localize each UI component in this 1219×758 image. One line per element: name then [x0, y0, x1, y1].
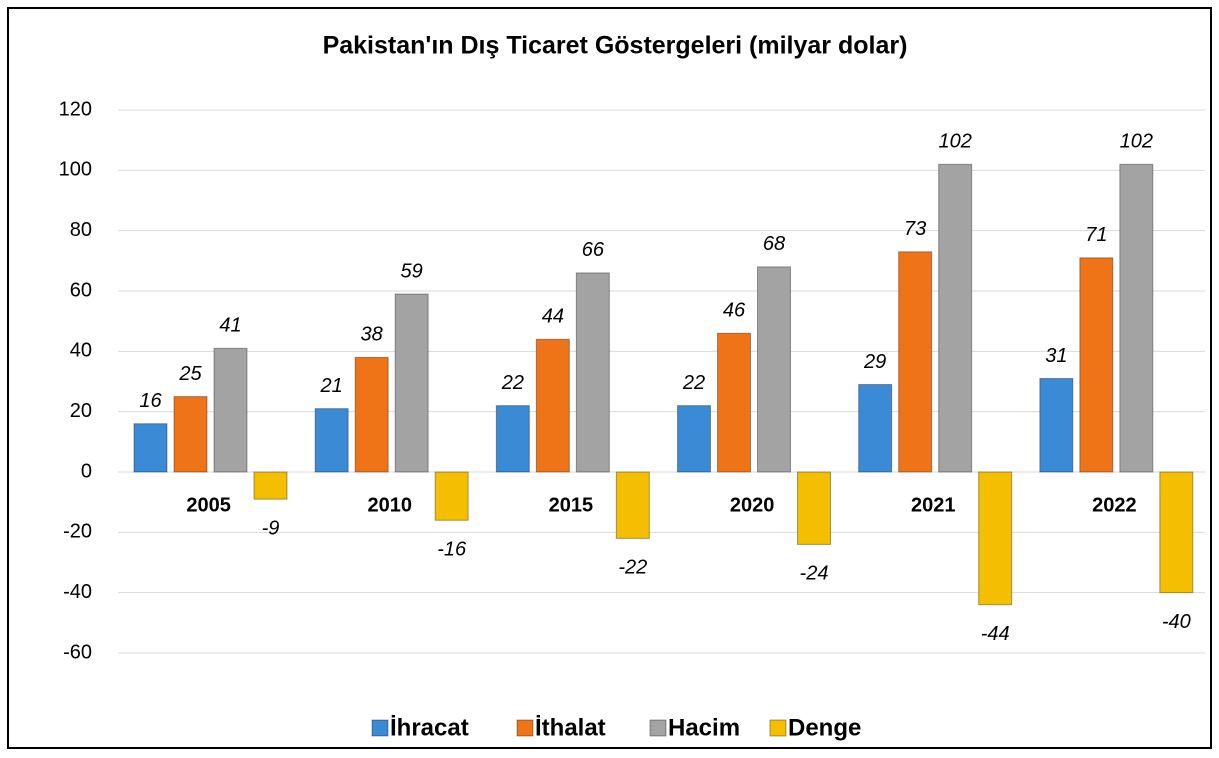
y-tick-label: 120	[59, 98, 92, 120]
value-label: 25	[178, 363, 202, 385]
value-label: -22	[618, 557, 647, 579]
value-label: 29	[863, 351, 886, 373]
bar	[535, 338, 570, 473]
legend-marker	[769, 719, 787, 737]
x-tick-label: 2021	[911, 494, 956, 516]
bar	[938, 163, 973, 473]
bar	[717, 332, 751, 473]
value-label: -44	[981, 623, 1010, 645]
bar	[797, 471, 831, 545]
bar	[133, 423, 168, 473]
y-tick-label: -60	[63, 641, 92, 663]
y-tick-label: -40	[63, 581, 92, 603]
value-label: -24	[800, 563, 829, 585]
value-label: 22	[501, 372, 524, 394]
value-label: -40	[1162, 611, 1191, 633]
y-tick-label: 0	[81, 460, 92, 482]
y-tick-label: 60	[70, 279, 92, 301]
chart-frame	[7, 7, 1212, 749]
x-tick-label: 2022	[1092, 494, 1137, 516]
legend-label: Hacim	[668, 714, 740, 741]
bar	[434, 471, 469, 521]
value-label: 102	[1120, 131, 1153, 153]
value-label: 31	[1045, 345, 1067, 367]
bar	[1039, 377, 1074, 473]
y-tick-label: 40	[70, 340, 92, 362]
x-tick-label: 2020	[730, 494, 775, 516]
legend-marker	[516, 719, 534, 737]
value-label: 46	[723, 300, 746, 322]
bar	[1079, 257, 1114, 473]
bar	[1119, 163, 1154, 473]
value-label: 38	[361, 324, 383, 346]
y-tick-label: 80	[70, 219, 92, 241]
chart-title: Pakistan'ın Dış Ticaret Göstergeleri (mi…	[323, 32, 908, 60]
value-label: 21	[320, 375, 343, 397]
value-label: 66	[582, 239, 605, 261]
legend-label: İhracat	[390, 714, 469, 741]
x-tick-label: 2015	[549, 494, 594, 516]
value-label: -9	[262, 517, 280, 539]
bar	[615, 471, 650, 539]
bar	[858, 384, 893, 473]
bar	[173, 396, 208, 473]
x-tick-label: 2005	[186, 494, 231, 516]
value-label: 16	[139, 390, 162, 412]
value-label: 68	[763, 233, 785, 255]
y-tick-label: -20	[63, 521, 92, 543]
bar	[1159, 471, 1194, 594]
value-label: 22	[682, 372, 705, 394]
legend-label: Denge	[788, 714, 861, 741]
bar	[898, 251, 933, 473]
legend-marker	[371, 719, 389, 737]
legend-label: İthalat	[535, 714, 606, 741]
value-label: 44	[542, 306, 564, 328]
x-tick-label: 2010	[368, 494, 413, 516]
bar	[495, 405, 530, 473]
bar	[394, 293, 429, 473]
bar	[677, 405, 711, 473]
bar	[253, 471, 288, 500]
legend-marker	[649, 719, 667, 737]
bar	[314, 408, 349, 473]
value-label: 71	[1085, 224, 1107, 246]
value-label: 41	[219, 315, 241, 337]
bar	[978, 471, 1013, 606]
y-tick-label: 100	[59, 159, 92, 181]
bar	[213, 347, 248, 473]
value-label: 73	[904, 218, 926, 240]
bar	[354, 356, 389, 473]
bar	[575, 272, 610, 473]
value-label: -16	[437, 539, 467, 561]
value-label: 59	[401, 260, 423, 282]
y-tick-label: 20	[70, 400, 92, 422]
value-label: 102	[938, 131, 971, 153]
bar	[757, 266, 791, 473]
